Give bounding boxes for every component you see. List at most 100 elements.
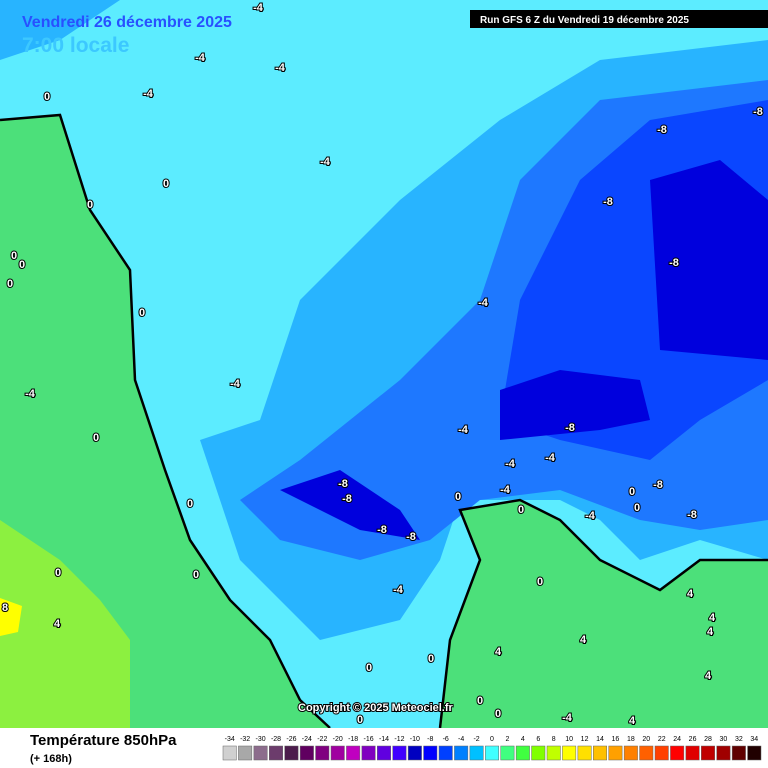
legend-tick-label: 26 (689, 736, 697, 743)
zero-contour (0, 113, 768, 729)
contour-label: 0 (428, 653, 434, 665)
footer-title: Température 850hPa (30, 732, 177, 749)
legend-tick-label: -14 (379, 736, 389, 743)
contour-label: -4 (393, 584, 404, 596)
contour-label: 0 (187, 498, 193, 510)
contour-label: -8 (669, 257, 679, 269)
legend-swatch (377, 745, 391, 761)
contour-label: -4 (585, 510, 596, 522)
contour-label: -4 (500, 484, 511, 496)
contour-label: -4 (320, 156, 331, 168)
contour-label: 0 (55, 567, 61, 579)
legend-tick-label: -2 (473, 736, 479, 743)
contour-label: 0 (477, 695, 483, 707)
contour-label: 4 (495, 646, 502, 658)
legend-swatch (747, 745, 762, 761)
legend-swatch (238, 745, 253, 761)
contour-label: -8 (657, 124, 667, 136)
legend-swatch (423, 745, 438, 761)
legend-tick-label: 10 (565, 736, 573, 743)
contour-label: -8 (342, 493, 352, 505)
legend-swatch (438, 745, 453, 761)
contour-label: 0 (366, 662, 372, 674)
legend-tick-label: 22 (658, 736, 666, 743)
legend-tick-label: 14 (596, 736, 604, 743)
contour-label: 0 (629, 486, 635, 498)
legend-tick-label: -24 (302, 736, 312, 743)
legend-swatch (485, 745, 499, 761)
contour-label: 4 (54, 618, 61, 630)
legend-tick-label: -16 (364, 736, 374, 743)
legend-tick-label: 0 (490, 736, 494, 743)
contour-label: 4 (709, 612, 716, 624)
legend-swatch (716, 745, 731, 761)
contour-label: 0 (44, 91, 50, 103)
run-info: Run GFS 6 Z du Vendredi 19 décembre 2025 (480, 15, 689, 26)
legend-swatch (593, 745, 607, 761)
legend-swatch (654, 745, 669, 761)
contour-label: -8 (687, 509, 697, 521)
contour-label: 0 (7, 278, 13, 290)
forecast-date: Vendredi 26 décembre 2025 (22, 14, 232, 31)
contour-label: 4 (580, 634, 587, 646)
legend-swatch (701, 745, 715, 761)
legend-swatch (500, 745, 515, 761)
contour-label: 0 (163, 178, 169, 190)
run-box (470, 10, 768, 28)
contour-label: 0 (518, 504, 524, 516)
warm-region (0, 520, 130, 728)
copyright: Copyright © 2025 Meteociel.fr (298, 702, 454, 714)
legend-swatch (531, 745, 546, 761)
legend-tick-label: -4 (458, 736, 464, 743)
contour-label: 0 (495, 708, 501, 720)
legend-swatch (562, 745, 577, 761)
contour-label: -4 (562, 712, 573, 724)
legend-swatch (639, 745, 654, 761)
legend-tick-label: -34 (225, 736, 235, 743)
legend-swatch (623, 745, 638, 761)
legend-swatch (670, 745, 685, 761)
contour-label: 0 (11, 250, 17, 262)
very-cold-region (280, 160, 768, 540)
legend-tick-label: 16 (612, 736, 620, 743)
legend-tick-label: 4 (521, 736, 525, 743)
legend-tick-label: 28 (704, 736, 712, 743)
color-legend: -34 -32 -30 -28 -26 -24 -22 -20 -18 -16 -14 -12 -10-… (222, 736, 762, 761)
legend-swatch (685, 745, 700, 761)
legend-swatch (269, 745, 283, 761)
cold-region (0, 0, 120, 60)
contour-label: 0 (537, 576, 543, 588)
legend-tick-label: -32 (240, 736, 250, 743)
legend-swatch (330, 745, 345, 761)
legend-swatch (315, 745, 330, 761)
legend-swatch (299, 745, 314, 761)
legend-tick-label: 20 (642, 736, 650, 743)
contour-label: -4 (275, 62, 286, 74)
footer-lead: (+ 168h) (30, 753, 72, 765)
legend-tick-label: 12 (581, 736, 589, 743)
legend-tick-label: 24 (673, 736, 681, 743)
contour-label: -4 (505, 458, 516, 470)
contour-label: -8 (377, 524, 387, 536)
contour-label: 0 (357, 714, 363, 726)
contour-label: 0 (87, 199, 93, 211)
legend-tick-label: -18 (348, 736, 358, 743)
contour-label: 0 (634, 502, 640, 514)
contour-label: -8 (653, 479, 663, 491)
contour-label: -4 (143, 88, 154, 100)
legend-tick-label: 18 (627, 736, 635, 743)
legend-tick-label: -8 (427, 736, 433, 743)
contour-label: -4 (195, 52, 206, 64)
contour-label: 4 (705, 670, 712, 682)
forecast-time: 7:00 locale (22, 34, 129, 57)
legend-tick-label: -12 (394, 736, 404, 743)
legend-swatch (454, 745, 469, 761)
legend-tick-label: 2 (505, 736, 509, 743)
warm-region (0, 598, 22, 636)
legend-swatch (577, 745, 592, 761)
legend-swatch (253, 745, 268, 761)
legend-swatch (222, 745, 237, 761)
legend-tick-label: -20 (333, 736, 343, 743)
